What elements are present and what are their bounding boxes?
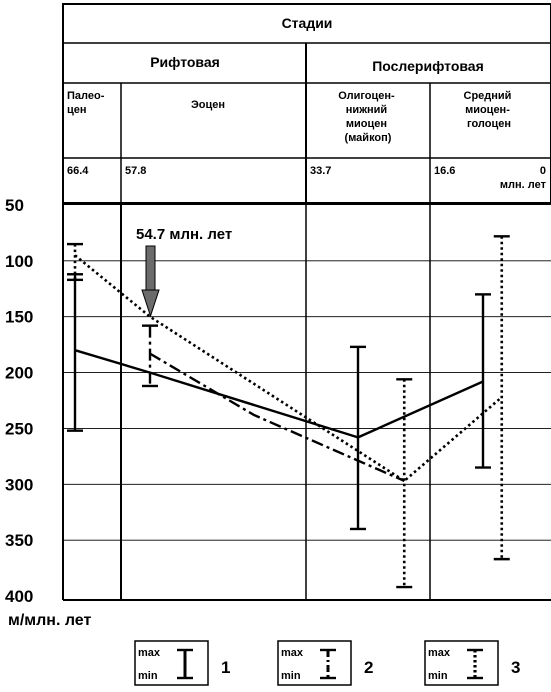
age-unit: млн. лет bbox=[500, 179, 547, 191]
y-tick-300: 300 bbox=[5, 475, 33, 494]
epoch-middle-miocene: Средний миоцен- голоцен bbox=[464, 90, 515, 130]
rift-stage-label: Рифтовая bbox=[150, 54, 220, 70]
legend: max min 1 max min 2 max min 3 bbox=[134, 640, 520, 686]
legend-min-label: min bbox=[281, 670, 301, 682]
epoch-paleocene: Палео- цен bbox=[67, 90, 107, 116]
series-1 bbox=[67, 273, 491, 531]
legend-min-label: min bbox=[138, 670, 158, 682]
series-2-line bbox=[149, 352, 405, 482]
age-33-7: 33.7 bbox=[310, 165, 331, 177]
legend-max-label: max bbox=[138, 647, 161, 659]
epoch-oligocene-line-4: (майкоп) bbox=[345, 132, 392, 144]
y-tick-100: 100 bbox=[5, 252, 33, 271]
series-2 bbox=[142, 324, 405, 482]
series-1-range-1 bbox=[67, 273, 83, 432]
legend-max-label: max bbox=[281, 647, 304, 659]
y-tick-50: 50 bbox=[5, 196, 24, 215]
legend-max-label: max bbox=[428, 647, 451, 659]
series-1-line bbox=[74, 349, 484, 439]
legend-number: 1 bbox=[221, 658, 230, 677]
y-tick-200: 200 bbox=[5, 364, 33, 383]
y-tick-400: 400 bbox=[5, 587, 33, 606]
age-annotation: 54.7 млн. лет bbox=[136, 226, 232, 318]
epoch-miocene-line-1: Средний bbox=[464, 90, 512, 102]
legend-box bbox=[424, 640, 499, 686]
epoch-oligocene-line-1: Олигоцен- bbox=[338, 90, 395, 102]
legend-item-3: max min 3 bbox=[424, 640, 520, 686]
epoch-oligocene: Олигоцен- нижний миоцен (майкоп) bbox=[338, 90, 398, 144]
series-1-range-2 bbox=[350, 345, 366, 531]
legend-item-1: max min 1 bbox=[134, 640, 230, 686]
series-3-range-1 bbox=[67, 242, 83, 282]
legend-min-label: min bbox=[428, 670, 448, 682]
series-3-range-2 bbox=[396, 378, 413, 589]
annotation-arrow-head bbox=[141, 289, 160, 318]
stage-header-table: Стадии Рифтовая Послерифтовая Палео- цен… bbox=[62, 3, 551, 205]
y-tick-250: 250 bbox=[5, 419, 33, 438]
age-57-8: 57.8 bbox=[125, 165, 146, 177]
series-3-range-3 bbox=[493, 235, 510, 561]
y-axis-label: м/млн. лет bbox=[8, 612, 91, 629]
annotation-label: 54.7 млн. лет bbox=[136, 226, 232, 243]
stages-title: Стадии bbox=[282, 15, 333, 31]
legend-box bbox=[134, 640, 209, 686]
epoch-miocene-line-3: голоцен bbox=[467, 118, 511, 130]
series-3 bbox=[67, 235, 510, 589]
series-1-range-3 bbox=[475, 293, 491, 469]
epoch-paleocene-line-2: цен bbox=[67, 104, 87, 116]
series-3-line bbox=[74, 254, 503, 483]
y-axis-ticks: 50 100 150 200 250 300 350 400 bbox=[5, 196, 33, 606]
epoch-oligocene-line-3: миоцен bbox=[346, 118, 387, 130]
legend-number: 3 bbox=[511, 658, 520, 677]
series-layer bbox=[67, 235, 510, 589]
legend-item-2: max min 2 bbox=[277, 640, 373, 686]
series-2-range-1 bbox=[142, 324, 158, 388]
epoch-miocene-line-2: миоцен- bbox=[465, 104, 510, 116]
epoch-paleocene-line-1: Палео- bbox=[67, 90, 105, 102]
y-tick-150: 150 bbox=[5, 308, 33, 327]
legend-box bbox=[277, 640, 352, 686]
legend-number: 2 bbox=[364, 658, 373, 677]
plot-frame bbox=[62, 203, 551, 601]
annotation-arrow-shaft bbox=[145, 245, 156, 291]
age-16-6: 16.6 bbox=[434, 165, 455, 177]
age-0: 0 bbox=[540, 165, 546, 177]
age-66-4: 66.4 bbox=[67, 165, 89, 177]
epoch-oligocene-line-2: нижний bbox=[346, 104, 387, 116]
postrift-stage-label: Послерифтовая bbox=[372, 58, 484, 74]
epoch-eocene: Эоцен bbox=[191, 99, 225, 111]
y-gridlines bbox=[63, 260, 551, 541]
y-tick-350: 350 bbox=[5, 531, 33, 550]
